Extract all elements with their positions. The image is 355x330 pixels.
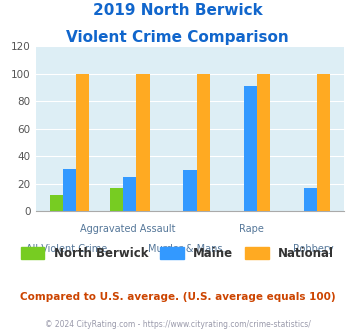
Bar bbox=[123, 177, 136, 211]
Bar bbox=[183, 170, 197, 211]
Bar bbox=[244, 86, 257, 211]
Text: Violent Crime Comparison: Violent Crime Comparison bbox=[66, 30, 289, 45]
Bar bbox=[50, 195, 63, 211]
Bar bbox=[257, 74, 270, 211]
Bar bbox=[76, 74, 89, 211]
Text: All Violent Crime: All Violent Crime bbox=[26, 244, 107, 254]
Bar bbox=[304, 188, 317, 211]
Bar bbox=[110, 188, 123, 211]
Text: 2019 North Berwick: 2019 North Berwick bbox=[93, 3, 262, 18]
Legend: North Berwick, Maine, National: North Berwick, Maine, National bbox=[16, 242, 339, 265]
Bar bbox=[197, 74, 210, 211]
Text: Rape: Rape bbox=[239, 224, 264, 234]
Text: Robbery: Robbery bbox=[293, 244, 334, 254]
Bar bbox=[317, 74, 330, 211]
Text: Aggravated Assault: Aggravated Assault bbox=[80, 224, 176, 234]
Bar bbox=[136, 74, 149, 211]
Text: © 2024 CityRating.com - https://www.cityrating.com/crime-statistics/: © 2024 CityRating.com - https://www.city… bbox=[45, 320, 310, 329]
Bar bbox=[63, 169, 76, 211]
Text: Compared to U.S. average. (U.S. average equals 100): Compared to U.S. average. (U.S. average … bbox=[20, 292, 335, 302]
Text: Murder & Mans...: Murder & Mans... bbox=[148, 244, 232, 254]
